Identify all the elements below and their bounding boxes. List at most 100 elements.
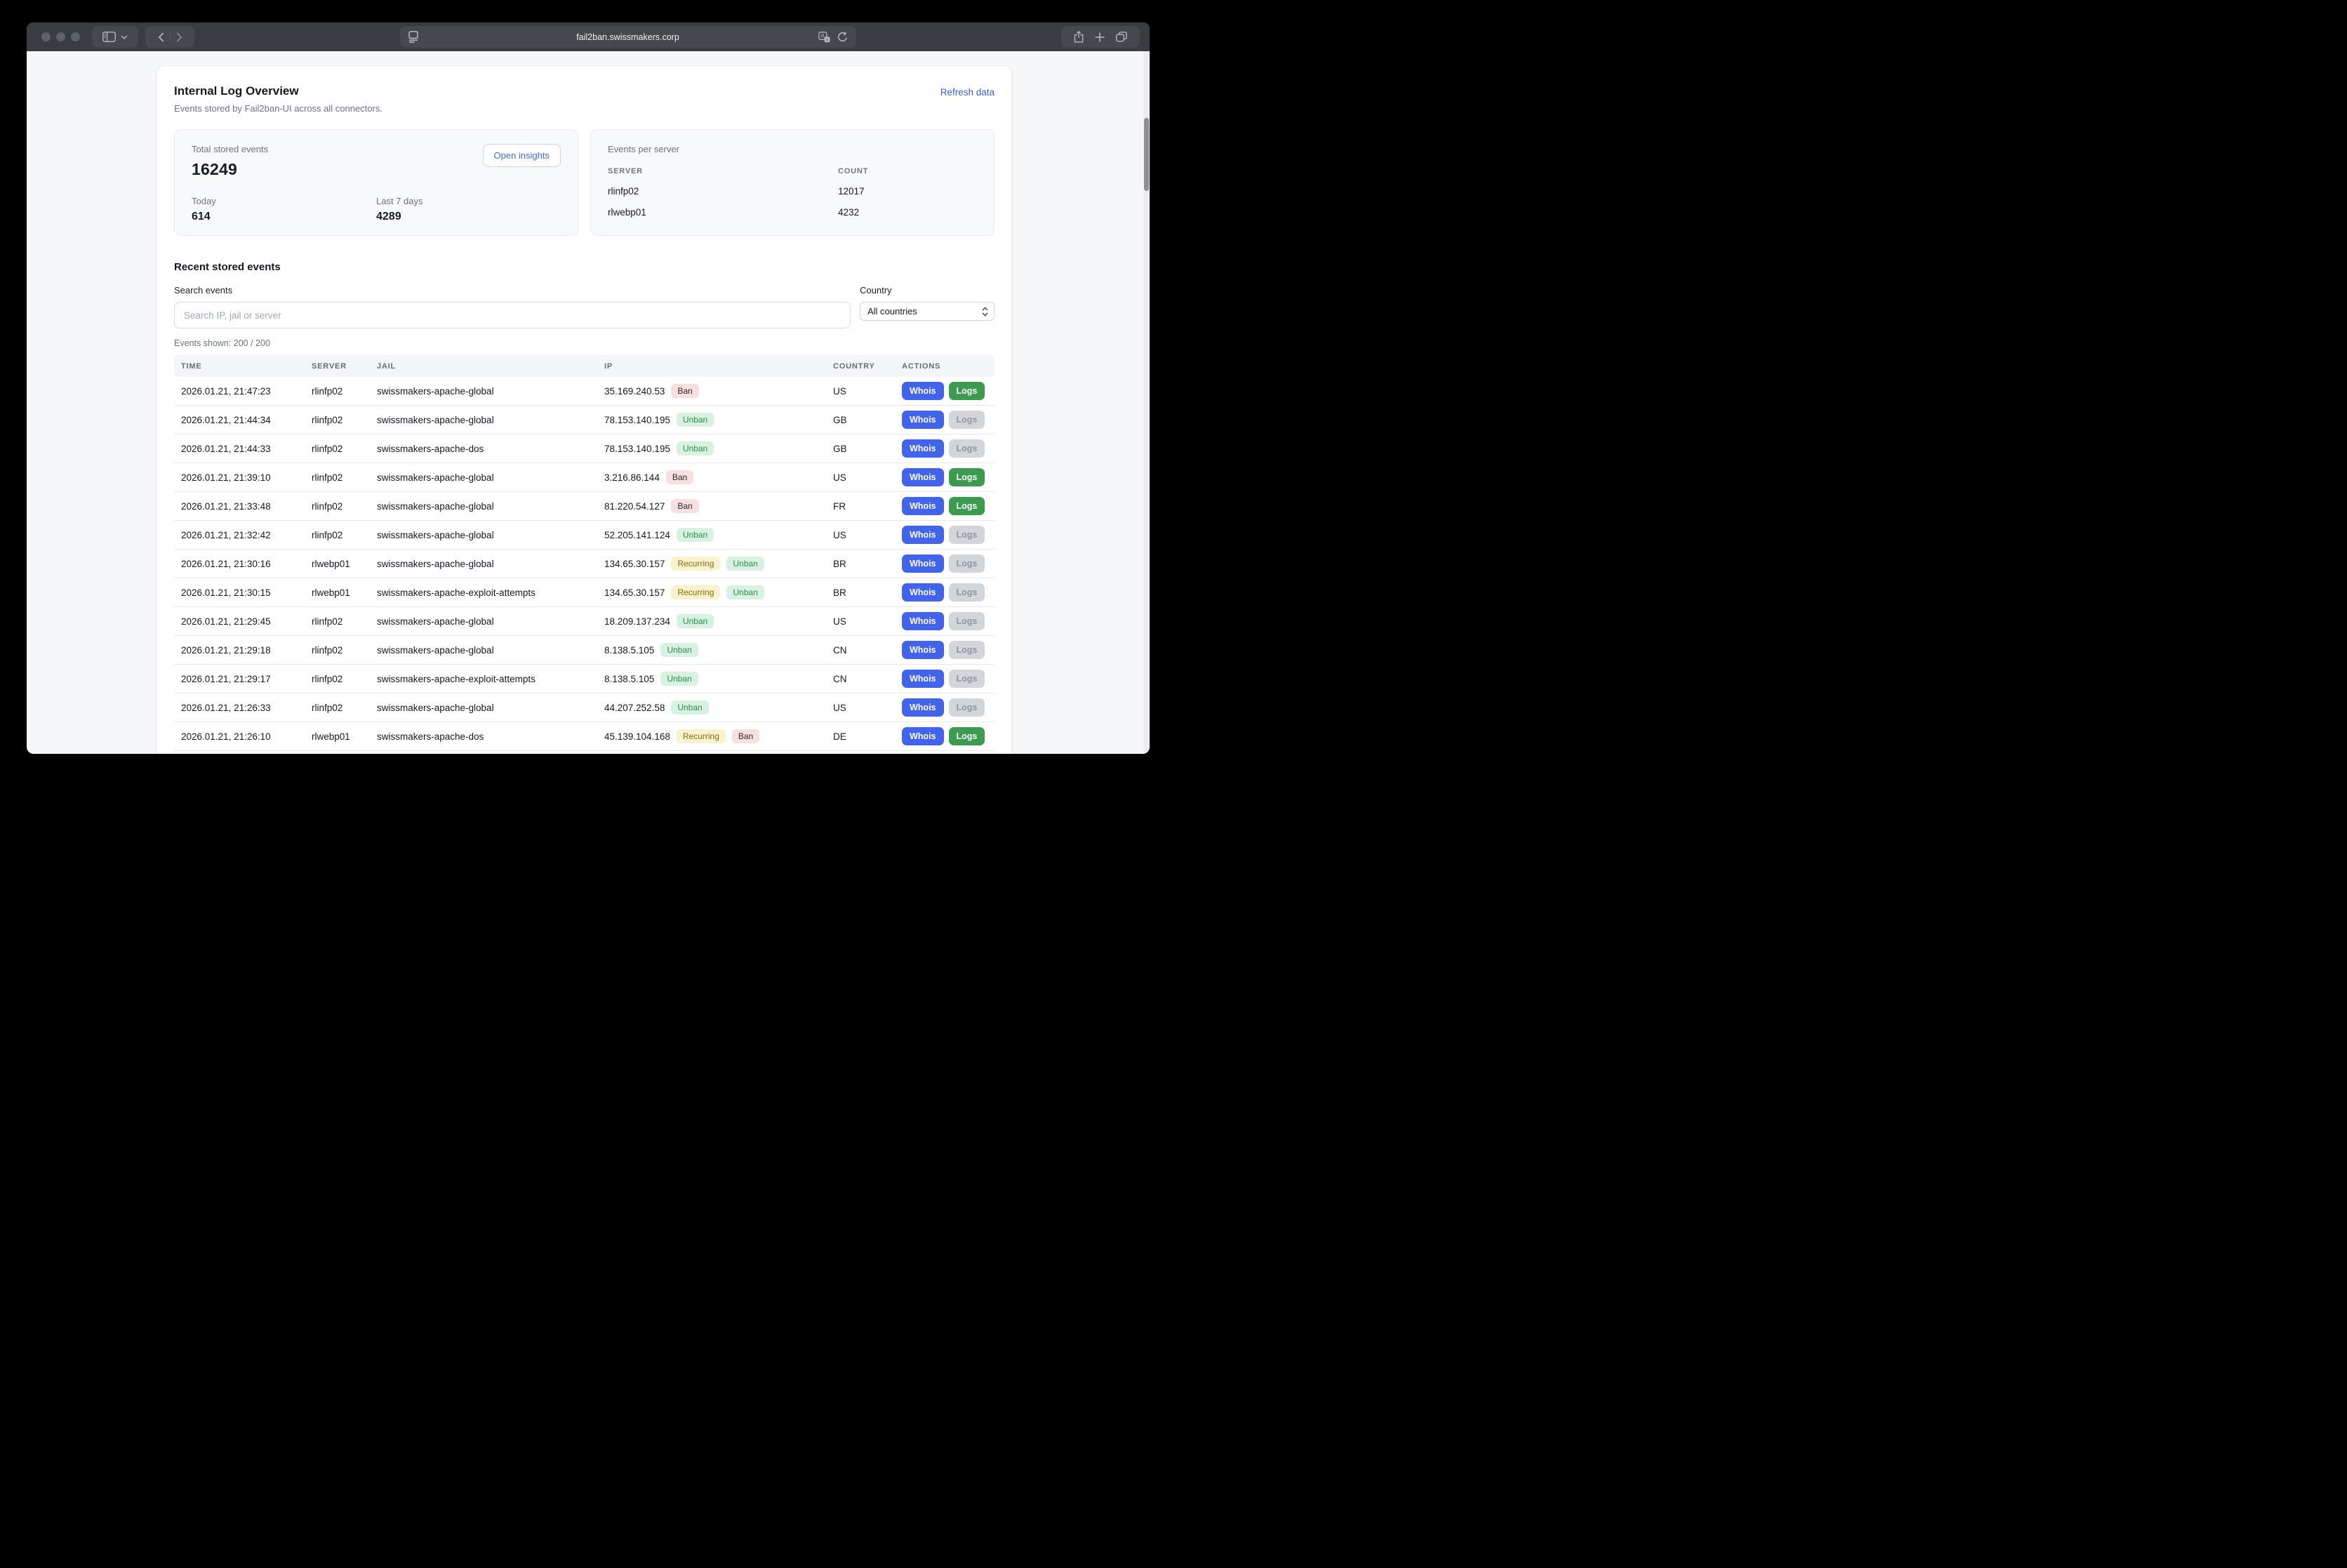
event-actions: Whois Logs [902, 583, 995, 602]
logs-button[interactable]: Logs [949, 727, 985, 745]
event-country: US [833, 472, 902, 483]
events-per-server-title: Events per server [608, 144, 977, 154]
event-time: 2026.01.21, 21:29:17 [181, 674, 312, 684]
event-actions: Whois Logs [902, 439, 995, 458]
logs-button[interactable]: Logs [949, 411, 985, 429]
event-ip: 52.205.141.124 [604, 530, 670, 540]
back-button[interactable] [158, 32, 164, 42]
event-time: 2026.01.21, 21:26:33 [181, 703, 312, 713]
event-server: rlinfp02 [312, 645, 377, 656]
event-actions: Whois Logs [902, 698, 995, 717]
event-jail: swissmakers-apache-dos [377, 731, 604, 742]
event-time: 2026.01.21, 21:33:48 [181, 501, 312, 512]
events-table: TIMESERVERJAILIPCOUNTRYACTIONS 2026.01.2… [174, 355, 995, 751]
search-input[interactable] [174, 302, 851, 328]
per-server-name: rlinfp02 [608, 186, 838, 197]
logs-button[interactable]: Logs [949, 439, 985, 458]
event-ip-cell: 44.207.252.58Unban [604, 700, 833, 715]
table-row: 2026.01.21, 21:33:48rlinfp02swissmakers-… [174, 492, 995, 521]
whois-button[interactable]: Whois [902, 698, 944, 717]
logs-button[interactable]: Logs [949, 583, 985, 602]
unban-badge: Unban [660, 643, 698, 657]
unban-badge: Unban [660, 672, 698, 686]
table-row: 2026.01.21, 21:29:17rlinfp02swissmakers-… [174, 665, 995, 693]
event-server: rlinfp02 [312, 501, 377, 512]
event-jail: swissmakers-apache-global [377, 472, 604, 483]
page-subtitle: Events stored by Fail2ban-UI across all … [174, 103, 383, 114]
unban-badge: Unban [677, 528, 714, 542]
event-server: rlinfp02 [312, 703, 377, 713]
table-row: 2026.01.21, 21:44:33rlinfp02swissmakers-… [174, 434, 995, 463]
whois-button[interactable]: Whois [902, 554, 944, 573]
unban-badge: Unban [677, 441, 714, 456]
whois-button[interactable]: Whois [902, 670, 944, 688]
address-bar[interactable]: fail2ban.swissmakers.corp A x [400, 26, 856, 48]
logs-button[interactable]: Logs [949, 554, 985, 573]
event-actions: Whois Logs [902, 641, 995, 659]
event-server: rlinfp02 [312, 444, 377, 454]
refresh-data-link[interactable]: Refresh data [940, 87, 995, 98]
whois-button[interactable]: Whois [902, 641, 944, 659]
event-jail: swissmakers-apache-global [377, 415, 604, 425]
whois-button[interactable]: Whois [902, 468, 944, 486]
forward-icon [176, 32, 182, 42]
scrollbar-thumb[interactable] [1144, 118, 1149, 191]
table-row: 2026.01.21, 21:26:10rlwebp01swissmakers-… [174, 722, 995, 751]
share-button[interactable] [1074, 31, 1084, 43]
logs-button[interactable]: Logs [949, 670, 985, 688]
whois-button[interactable]: Whois [902, 411, 944, 429]
tab-overview-button[interactable] [1116, 32, 1127, 42]
whois-button[interactable]: Whois [902, 612, 944, 630]
event-server: rlinfp02 [312, 386, 377, 397]
event-jail: swissmakers-apache-global [377, 645, 604, 656]
whois-button[interactable]: Whois [902, 439, 944, 458]
country-select-value: All countries [867, 306, 917, 317]
traffic-light-close[interactable] [41, 32, 51, 41]
total-events-label: Total stored events [192, 144, 268, 154]
content-panel: Internal Log Overview Events stored by F… [157, 65, 1012, 754]
unban-badge: Unban [677, 614, 714, 628]
country-select[interactable]: All countries [860, 302, 995, 321]
event-server: rlinfp02 [312, 530, 377, 540]
event-ip: 81.220.54.127 [604, 501, 665, 512]
traffic-light-minimize[interactable] [56, 32, 65, 41]
new-tab-button[interactable] [1095, 32, 1105, 42]
nav-divider [170, 31, 171, 44]
logs-button[interactable]: Logs [949, 526, 985, 544]
whois-button[interactable]: Whois [902, 583, 944, 602]
event-time: 2026.01.21, 21:30:15 [181, 587, 312, 598]
logs-button[interactable]: Logs [949, 382, 985, 400]
event-ip-cell: 52.205.141.124 Unban [604, 528, 833, 542]
per-server-col-server: SERVER [608, 167, 838, 175]
ban-badge: Ban [666, 470, 693, 484]
ban-badge: Ban [671, 384, 698, 398]
whois-button[interactable]: Whois [902, 382, 944, 400]
logs-button[interactable]: Logs [949, 641, 985, 659]
whois-button[interactable]: Whois [902, 526, 944, 544]
event-country: US [833, 530, 902, 540]
sidebar-toggle-button[interactable] [92, 26, 138, 48]
whois-button[interactable]: Whois [902, 727, 944, 745]
event-country: FR [833, 501, 902, 512]
event-ip-cell: 81.220.54.127Ban [604, 499, 833, 513]
event-actions: Whois Logs [902, 554, 995, 573]
whois-button[interactable]: Whois [902, 497, 944, 515]
forward-button[interactable] [176, 32, 182, 42]
logs-button[interactable]: Logs [949, 497, 985, 515]
page-viewport: Internal Log Overview Events stored by F… [27, 51, 1150, 754]
event-ip-cell: 8.138.5.105Unban [604, 672, 833, 686]
open-insights-button[interactable]: Open insights [483, 144, 561, 167]
tabs-icon [1116, 32, 1127, 42]
event-actions: Whois Logs [902, 468, 995, 486]
logs-button[interactable]: Logs [949, 612, 985, 630]
per-server-count: 4232 [838, 207, 977, 218]
traffic-light-zoom[interactable] [71, 32, 80, 41]
logs-button[interactable]: Logs [949, 468, 985, 486]
event-ip-cell: 134.65.30.157RecurringUnban [604, 585, 833, 599]
unban-badge: Unban [726, 585, 764, 599]
logs-button[interactable]: Logs [949, 698, 985, 717]
event-country: CN [833, 645, 902, 656]
events-col-actions: ACTIONS [902, 362, 995, 371]
event-country: BR [833, 559, 902, 569]
url-text: fail2ban.swissmakers.corp [400, 32, 856, 42]
